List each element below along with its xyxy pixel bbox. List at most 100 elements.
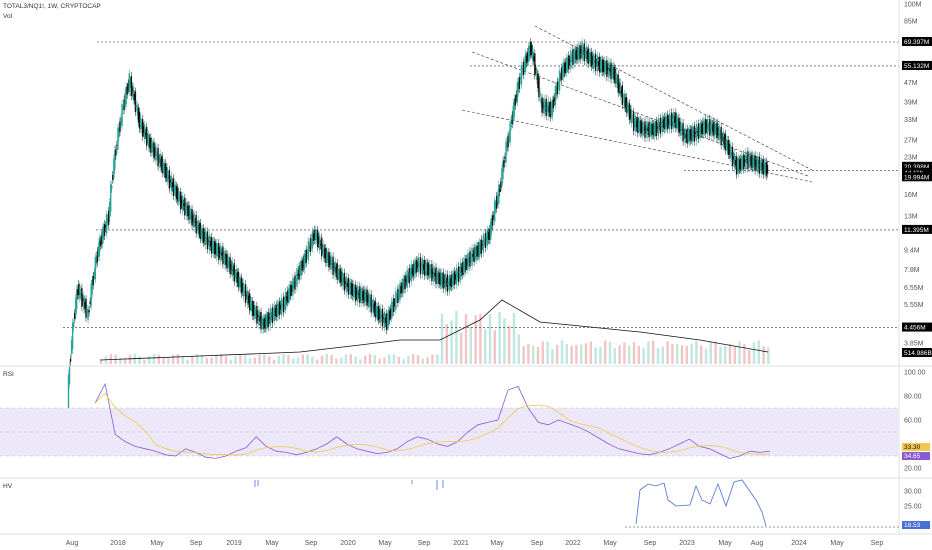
candle-body — [103, 224, 106, 236]
candle-body — [596, 55, 599, 72]
volume-bar — [479, 313, 482, 364]
candle-body — [633, 122, 636, 124]
rsi-label: RSI — [3, 371, 14, 378]
candle-body — [327, 253, 329, 263]
candle-body — [186, 202, 188, 217]
candle-body — [370, 294, 372, 313]
candle-body — [165, 166, 168, 179]
candle-body — [730, 152, 733, 156]
candle-body — [674, 116, 676, 123]
candle-body — [536, 70, 538, 81]
time-tick: Sep — [418, 540, 431, 547]
candle-body — [404, 275, 406, 289]
candle-body — [277, 303, 280, 315]
time-tick: Sep — [871, 540, 884, 547]
candle-body — [334, 261, 336, 277]
candle-body — [413, 262, 416, 275]
candle-body — [336, 263, 338, 280]
candle-body — [111, 185, 113, 189]
candle-body — [533, 56, 535, 62]
candle-body — [491, 215, 494, 226]
candle-body — [252, 301, 254, 317]
candle-body — [608, 61, 610, 78]
volume-bar — [229, 359, 232, 364]
candle-body — [462, 261, 464, 276]
candle-body — [705, 119, 707, 134]
candle-body — [211, 242, 214, 250]
volume-bar — [248, 358, 252, 364]
candle-body — [549, 102, 551, 118]
candle-body — [467, 253, 469, 270]
price-tag-text: 514.986B — [904, 350, 932, 357]
volume-bar — [359, 359, 362, 364]
candle-body — [683, 132, 685, 135]
candle-body — [678, 117, 680, 133]
candle-body — [632, 111, 635, 132]
candle-body — [577, 47, 579, 61]
candle-body — [438, 272, 440, 284]
candle-body — [72, 323, 75, 328]
volume-bar — [733, 345, 736, 364]
candle-body — [499, 188, 501, 192]
volume-bar — [488, 314, 492, 364]
candle-body — [316, 230, 319, 248]
price-tick: 5.55M — [904, 302, 924, 309]
candle-body — [92, 275, 94, 286]
volume-bar — [623, 342, 626, 364]
candle-body — [436, 273, 438, 280]
candle-body — [631, 118, 634, 120]
candle-body — [611, 68, 613, 75]
candle-body — [694, 132, 697, 134]
candle-body — [490, 218, 493, 233]
candle-body — [753, 157, 755, 167]
candle-body — [503, 160, 505, 168]
candle-body — [400, 285, 402, 294]
volume-bar — [368, 354, 372, 364]
candle-body — [454, 274, 457, 280]
candle-body — [677, 118, 679, 129]
volume-bar — [618, 345, 621, 364]
time-tick: 2021 — [453, 540, 469, 547]
candle-body — [71, 322, 74, 350]
candle-body — [83, 295, 85, 310]
volume-bar — [172, 354, 175, 364]
candle-body — [324, 248, 326, 259]
candle-body — [655, 120, 658, 137]
time-tick: May — [718, 540, 732, 547]
volume-bar — [287, 355, 290, 364]
candle-body — [489, 221, 492, 241]
candle-body — [405, 278, 407, 282]
volume-bar — [652, 340, 655, 364]
candle-body — [507, 135, 509, 148]
candle-body — [248, 293, 251, 311]
candle-body — [546, 107, 548, 109]
candle-body — [524, 53, 527, 71]
candle-body — [622, 97, 625, 99]
rsi-band — [0, 408, 899, 456]
volume-bar — [541, 341, 544, 364]
candle-body — [414, 261, 417, 274]
candle-body — [254, 305, 256, 319]
candle-body — [407, 275, 409, 279]
candle-body — [149, 137, 151, 149]
candle-body — [588, 52, 591, 62]
candle-body — [727, 140, 730, 155]
time-tick: May — [150, 540, 164, 547]
volume-bar — [436, 354, 439, 364]
volume-bar — [196, 354, 199, 364]
candle-body — [212, 240, 215, 254]
candle-body — [758, 156, 760, 174]
volume-bar — [258, 354, 261, 364]
time-tick: 2022 — [565, 540, 581, 547]
candle-body — [762, 159, 765, 175]
time-tick: 2020 — [340, 540, 356, 547]
candle-body — [528, 45, 531, 57]
candle-body — [466, 259, 468, 267]
candle-body — [472, 254, 474, 257]
time-tick: 2018 — [110, 540, 126, 547]
candle-body — [724, 133, 726, 151]
volume-bar — [282, 354, 285, 364]
time-tick: May — [490, 540, 504, 547]
candle-body — [75, 298, 77, 317]
volume-bar — [253, 357, 256, 364]
